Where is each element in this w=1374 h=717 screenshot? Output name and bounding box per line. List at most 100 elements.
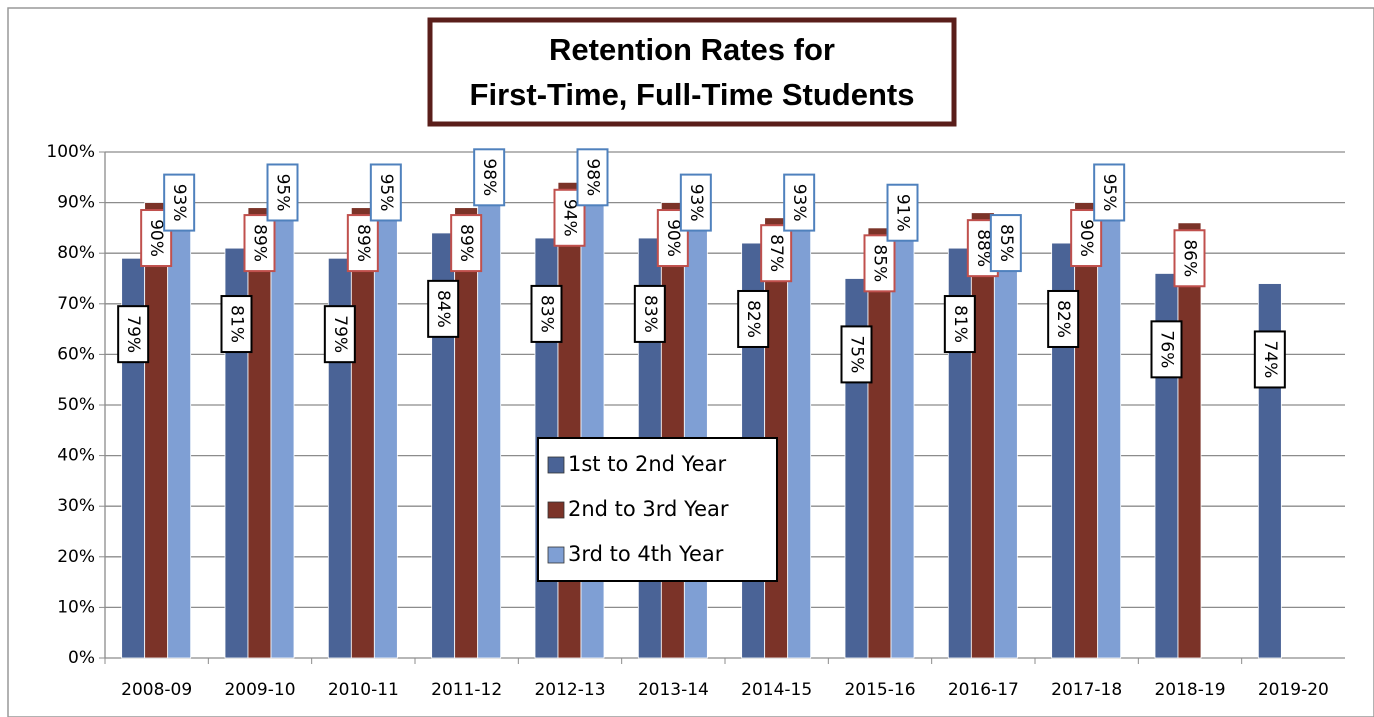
data-label: 79% [123,315,143,353]
x-tick-label: 2015-16 [844,680,915,700]
x-tick-label: 2017-18 [1051,680,1122,700]
data-label: 74% [1260,341,1280,379]
bar [350,207,375,659]
y-tick-label: 80% [57,243,95,263]
y-tick-label: 10% [57,597,95,617]
data-label-box [1093,163,1126,222]
data-label: 84% [433,290,453,328]
data-label-box [679,173,712,232]
legend-label: 2nd to 3rd Year [568,497,729,521]
y-tick-label: 60% [57,344,95,364]
data-label: 85% [996,224,1016,262]
data-label-box [530,284,563,343]
data-label-box [1047,289,1080,348]
data-label: 90% [1076,219,1096,257]
y-tick-label: 40% [57,446,95,466]
data-label-box [346,214,379,273]
data-label-box [266,163,299,222]
data-label: 83% [640,295,660,333]
x-tick-label: 2011-12 [431,680,502,700]
data-label: 98% [479,158,499,196]
bar [247,207,272,659]
legend-box [537,437,778,582]
bar [660,202,685,659]
data-label-box [783,173,816,232]
data-label: 98% [583,158,603,196]
data-label: 89% [353,224,373,262]
data-label-box [576,148,609,207]
data-label-box [473,148,506,207]
y-tick-label: 50% [57,395,95,415]
data-label-box [323,305,356,364]
data-label: 95% [273,174,293,212]
data-label-box [117,305,150,364]
chart-title: First-Time, Full-Time Students [470,77,915,112]
data-label: 76% [1157,330,1177,368]
legend-label: 3rd to 4th Year [568,542,724,566]
bar [557,181,582,659]
data-label: 88% [973,229,993,267]
data-label-box [1253,330,1286,389]
data-label: 93% [789,184,809,222]
data-label: 89% [456,224,476,262]
data-label-box [633,284,666,343]
data-label: 90% [146,219,166,257]
x-tick-label: 2009-10 [224,680,295,700]
data-label: 82% [743,300,763,338]
bar [144,202,169,659]
data-label: 94% [560,199,580,237]
data-label-box [163,173,196,232]
y-tick-label: 0% [68,648,95,668]
x-tick-label: 2014-15 [741,680,812,700]
data-label-box [450,214,483,273]
x-tick-label: 2016-17 [948,680,1019,700]
data-label: 90% [663,219,683,257]
data-label: 95% [376,174,396,212]
data-label: 85% [870,244,890,282]
y-tick-label: 100% [46,142,95,162]
y-tick-label: 20% [57,547,95,567]
x-tick-label: 2019-20 [1258,680,1329,700]
x-tick-label: 2012-13 [534,680,605,700]
data-label-box [760,224,793,283]
data-label-box [943,295,976,354]
data-label-box [863,234,896,293]
legend-swatch [547,456,565,474]
y-tick-label: 30% [57,496,95,516]
bar [1177,222,1202,659]
bar [970,212,995,659]
x-tick-label: 2008-09 [121,680,192,700]
data-label-box [1173,229,1206,288]
data-label: 89% [250,224,270,262]
data-label: 93% [686,184,706,222]
bar [867,227,892,659]
data-label: 79% [330,315,350,353]
data-label-box [737,289,770,348]
data-label-box [243,214,276,273]
data-label-box [840,325,873,384]
data-label: 91% [893,194,913,232]
data-label-box [1150,320,1183,379]
data-label: 93% [169,184,189,222]
data-label: 87% [766,234,786,272]
data-label: 81% [227,305,247,343]
data-label: 75% [847,336,867,374]
data-label: 95% [1099,174,1119,212]
title-box [427,17,957,127]
x-tick-label: 2013-14 [638,680,709,700]
y-tick-label: 90% [57,193,95,213]
bar [993,227,1018,659]
y-tick-label: 70% [57,294,95,314]
data-label-box [886,183,919,242]
data-label: 82% [1053,300,1073,338]
legend-swatch [547,501,565,519]
bar [454,207,479,659]
chart-title: Retention Rates for [549,32,835,67]
data-label: 83% [537,295,557,333]
legend-label: 1st to 2nd Year [568,452,726,476]
bar [1074,202,1099,659]
x-tick-label: 2018-19 [1154,680,1225,700]
data-label-box [427,279,460,338]
